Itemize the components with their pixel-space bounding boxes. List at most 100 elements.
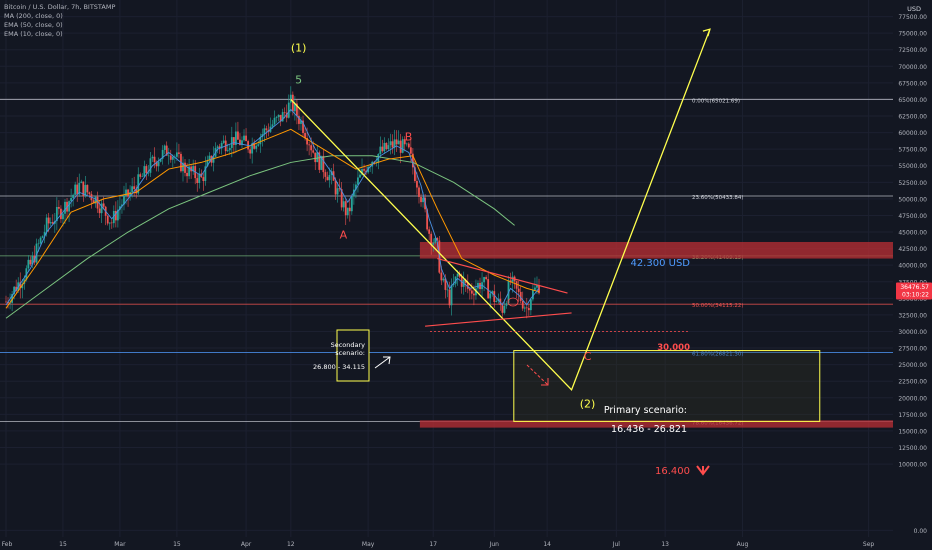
price-tick-label: 17500.00 <box>898 412 927 419</box>
price-tick-label: 52500.00 <box>898 180 927 187</box>
candle-body <box>416 181 418 188</box>
candle-body <box>483 277 485 283</box>
candle-body <box>318 152 321 170</box>
candle-body <box>171 156 174 160</box>
candle-body <box>363 169 365 171</box>
candle-body <box>310 145 313 151</box>
level-30000-label: 30.000 <box>657 343 690 353</box>
candle-body <box>165 145 168 156</box>
candle-body <box>182 162 184 172</box>
wave-label: 5 <box>295 74 302 87</box>
candle-body <box>15 286 18 292</box>
ema50-line <box>5 128 540 309</box>
price-tick-label: 27500.00 <box>898 346 927 353</box>
candle-body <box>444 278 447 290</box>
candle-body <box>440 272 443 281</box>
candle-body <box>100 203 103 214</box>
candle-body <box>456 273 459 277</box>
candle-body <box>167 155 170 157</box>
candle-body <box>342 201 345 208</box>
candle-body <box>355 184 357 190</box>
candle-body <box>190 166 193 172</box>
price-tick-label: 47500.00 <box>898 213 927 220</box>
candle-body <box>60 208 62 220</box>
price-tick-label: 20000.00 <box>898 395 927 402</box>
price-zones <box>336 241 893 428</box>
candle-body <box>534 287 536 290</box>
secondary-arrow-head <box>383 356 391 365</box>
candle-body <box>114 210 117 221</box>
candle-body <box>519 291 522 301</box>
price-tick-label: 0.00 <box>914 528 928 535</box>
secondary-title-2: scenario: <box>335 349 365 357</box>
candle-body <box>13 286 16 295</box>
candle-body <box>139 174 142 177</box>
time-tick-label: Feb <box>2 541 13 548</box>
wave-projection-line[interactable] <box>290 28 711 392</box>
candle-body <box>204 166 207 182</box>
candle-body <box>454 276 457 284</box>
candle-body <box>322 155 325 173</box>
candle-body <box>277 114 280 118</box>
candle-body <box>291 94 294 112</box>
candle-body <box>196 178 199 183</box>
indicator-ema10[interactable]: EMA (10, close, 0) <box>4 30 63 38</box>
candle-body <box>414 167 416 182</box>
indicator-ma200[interactable]: MA (200, close, 0) <box>4 12 63 20</box>
candle-body <box>29 259 32 265</box>
wedge-upper-line[interactable] <box>437 257 568 294</box>
candle-body <box>94 196 97 204</box>
candle-body <box>397 140 400 145</box>
candle-body <box>208 155 211 161</box>
candle-body <box>70 197 73 202</box>
candle-body <box>35 243 38 263</box>
chart-legend: Bitcoin / U.S. Dollar, 7h, BITSTAMP MA (… <box>4 3 115 39</box>
candle-body <box>230 137 233 148</box>
candle-body <box>143 166 146 177</box>
candle-body <box>338 188 341 190</box>
candle-body <box>452 283 455 286</box>
price-tick-label: 45000.00 <box>898 230 927 237</box>
wedge-lower-line[interactable] <box>425 312 572 327</box>
candle-body <box>529 299 532 311</box>
fib-level-label: 23.60%(50433.84) <box>692 195 744 201</box>
candle-body <box>409 147 412 154</box>
candle-body <box>234 131 237 145</box>
resistance-price-label: 42.300 USD <box>630 258 690 269</box>
wave-drawings[interactable] <box>290 28 711 476</box>
candle-body <box>285 112 288 118</box>
candle-body <box>186 172 188 177</box>
price-tick-label: 70000.00 <box>898 64 927 71</box>
candle-body <box>361 169 363 175</box>
candle-body <box>477 282 479 289</box>
candle-body <box>131 186 134 193</box>
candle-body <box>403 139 406 145</box>
candle-body <box>39 237 42 244</box>
candle-body <box>481 282 483 290</box>
candle-body <box>257 144 260 146</box>
candle-body <box>426 209 429 230</box>
candle-body <box>473 293 475 296</box>
wave-label: A <box>340 229 348 242</box>
time-tick-label: 12 <box>287 541 295 548</box>
price-tick-label: 72500.00 <box>898 47 927 54</box>
candle-body <box>84 184 87 197</box>
candle-body <box>458 273 461 277</box>
wave-label: C <box>584 350 592 363</box>
price-tick-label: 15000.00 <box>898 428 927 435</box>
moving-averages <box>5 108 540 319</box>
indicator-ema50[interactable]: EMA (50, close, 0) <box>4 21 63 29</box>
candle-body <box>51 222 54 224</box>
candle-body <box>336 188 339 195</box>
candle-body <box>306 137 308 145</box>
candle-body <box>112 210 115 224</box>
time-tick-label: 15 <box>59 541 67 548</box>
candle-body <box>253 143 256 149</box>
candle-body <box>68 201 70 212</box>
candle-body <box>430 233 433 245</box>
price-axis[interactable]: USD 0.00 10000.00 12500.00 15000.00 17500.00 2… <box>893 0 932 550</box>
currency-label: USD <box>907 5 921 13</box>
time-axis[interactable]: Feb 15 Mar 15 Apr 12 May 17 Jun 14 Jul 13 Aug Sep <box>0 537 932 550</box>
candle-body <box>328 175 331 181</box>
